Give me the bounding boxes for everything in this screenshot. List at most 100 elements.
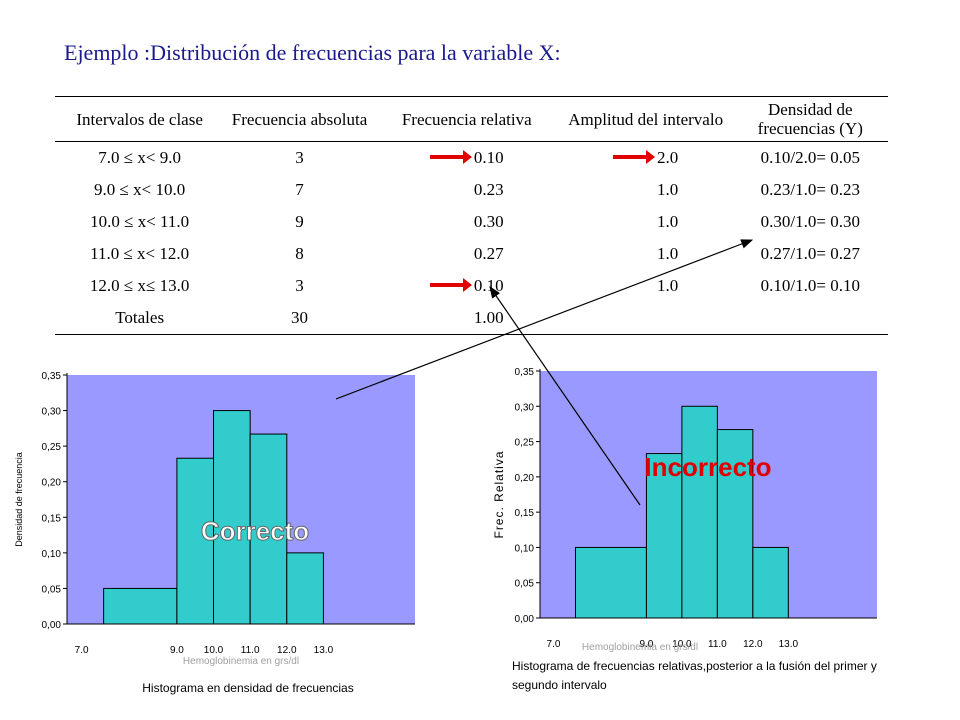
page-title: Ejemplo :Distribución de frecuencias par…	[64, 40, 561, 65]
table-row: 12.0 ≤ x≤ 13.0 3 0.10 1.0 0.10/1.0= 0.10	[55, 270, 888, 302]
table-row: 11.0 ≤ x< 12.0 8 0.27 1.0 0.27/1.0= 0.27	[55, 238, 888, 270]
header-densidad-text: Densidad de frecuencias (Y)	[757, 100, 863, 138]
totals-label-value: Totales	[115, 308, 165, 327]
header-densidad: Densidad de frecuencias (Y)	[732, 96, 888, 142]
amp-cell: 1.0	[559, 238, 733, 270]
interval-cell: 10.0 ≤ x< 11.0	[55, 206, 224, 238]
dens-cell: 0.10/1.0= 0.10	[733, 270, 888, 302]
x-tick-label: 13.0	[314, 645, 334, 656]
interval-cell-value: 7.0 ≤ x< 9.0	[98, 148, 181, 167]
x-tick-label: 12.0	[277, 645, 297, 656]
incorrecto-label: Incorrecto	[644, 452, 771, 482]
totals-abs: 30	[224, 302, 375, 335]
y-tick-label: 0,10	[42, 549, 62, 560]
empty-cell	[558, 302, 733, 335]
y-tick-label: 0,10	[515, 543, 535, 554]
y-tick-label: 0,00	[42, 620, 62, 631]
interval-cell: 9.0 ≤ x< 10.0	[55, 174, 224, 206]
histogram-bar-2-4	[716, 429, 754, 619]
y-tick-label: 0,20	[42, 478, 62, 489]
histogram-bar-1-2	[176, 457, 215, 625]
abs-cell: 8	[224, 238, 375, 270]
header-intervalos: Intervalos de clase	[55, 96, 225, 142]
amp-cell-value: 1.0	[657, 244, 679, 263]
totals-abs-value: 30	[291, 308, 309, 327]
histogram-bar-1-1	[103, 587, 178, 625]
y-tick-label: 0,00	[515, 614, 535, 625]
dens-cell-value: 0.10/2.0= 0.05	[760, 148, 860, 167]
rel-cell: 0.23	[375, 174, 559, 206]
dens-cell-value: 0.10/1.0= 0.10	[760, 276, 860, 295]
totals-rel-value: 1.00	[473, 308, 504, 327]
y-tick-label: 0,20	[515, 473, 535, 484]
totals-rel: 1.00	[374, 302, 559, 335]
totals-row: Totales 30 1.00	[55, 302, 888, 335]
x-tick-label: 13.0	[779, 639, 799, 650]
x-tick-label: 11.0	[708, 639, 727, 650]
x-tick-label: 10.0	[204, 645, 224, 656]
y-axis-label: Frec. Relativa	[492, 450, 506, 538]
abs-cell: 7	[224, 174, 375, 206]
y-tick-label: 0,15	[515, 508, 535, 519]
amp-cell-value: 2.0	[657, 148, 679, 167]
histogram-bar-1-5	[286, 552, 324, 625]
dens-cell: 0.27/1.0= 0.27	[733, 238, 888, 270]
interval-cell-value: 12.0 ≤ x≤ 13.0	[89, 276, 190, 295]
dens-cell-value: 0.23/1.0= 0.23	[760, 180, 860, 199]
abs-cell-value: 3	[295, 148, 304, 167]
abs-cell-value: 8	[295, 244, 304, 263]
y-tick-label: 0,25	[515, 438, 535, 449]
table-header-row: Intervalos de clase Frecuencia absoluta …	[55, 96, 888, 142]
x-axis-label: Hemoglobinemia en grs/dl	[582, 642, 698, 653]
interval-cell: 7.0 ≤ x< 9.0	[55, 142, 224, 175]
red-arrow-icon	[429, 278, 472, 293]
amp-cell-value: 1.0	[657, 212, 679, 231]
red-arrow-icon	[613, 150, 655, 165]
empty-cell	[732, 302, 888, 335]
abs-cell: 3	[224, 142, 375, 175]
header-amplitud: Amplitud del intervalo	[558, 96, 733, 142]
chart-caption-2-line-2: segundo intervalo	[512, 678, 607, 692]
x-tick-label: 12.0	[743, 639, 763, 650]
histogram-bar-2-1	[574, 546, 647, 619]
histogram-bar-2-2	[645, 453, 683, 619]
y-tick-label: 0,05	[42, 584, 62, 595]
table-row: 9.0 ≤ x< 10.0 7 0.23 1.0 0.23/1.0= 0.23	[55, 174, 888, 206]
amp-cell-value: 1.0	[657, 180, 679, 199]
amp-cell-value: 1.0	[657, 276, 679, 295]
amp-cell: 2.0	[559, 142, 733, 175]
dens-cell: 0.30/1.0= 0.30	[733, 206, 888, 238]
x-tick-label: 7.0	[547, 639, 561, 650]
rel-cell: 0.30	[375, 206, 559, 238]
totals-label: Totales	[55, 302, 225, 335]
rel-cell-value: 0.10	[473, 148, 504, 167]
amp-cell: 1.0	[559, 206, 733, 238]
connector-arrow-incorrecto	[489, 286, 641, 506]
dens-cell: 0.10/2.0= 0.05	[733, 142, 888, 175]
x-axis-label: Hemoglobinemia en grs/dl	[183, 656, 299, 667]
y-tick-label: 0,35	[515, 367, 535, 378]
x-tick-label: 10.0	[672, 639, 692, 650]
dens-cell: 0.23/1.0= 0.23	[733, 174, 888, 206]
amp-cell: 1.0	[559, 270, 733, 302]
frequency-table: Intervalos de clase Frecuencia absoluta …	[55, 96, 888, 335]
y-tick-label: 0,30	[42, 407, 62, 418]
x-tick-label: 9.0	[639, 639, 653, 650]
y-tick-label: 0,35	[42, 371, 62, 382]
x-tick-label: 9.0	[170, 645, 184, 656]
header-frecuencia-absoluta: Frecuencia absoluta	[224, 96, 375, 142]
histogram-bar-2-5	[752, 546, 789, 619]
abs-cell-value: 3	[295, 276, 304, 295]
red-arrow-icon	[429, 150, 472, 165]
rel-cell-value: 0.23	[473, 180, 504, 199]
header-frecuencia-relativa: Frecuencia relativa	[374, 96, 559, 142]
interval-cell-value: 11.0 ≤ x< 12.0	[90, 244, 190, 263]
interval-cell-value: 10.0 ≤ x< 11.0	[90, 212, 190, 231]
correcto-label: Correcto	[201, 516, 309, 546]
interval-cell: 12.0 ≤ x≤ 13.0	[55, 270, 224, 302]
abs-cell-value: 7	[295, 180, 304, 199]
histogram-bar-2-3	[681, 405, 718, 619]
abs-cell: 3	[224, 270, 375, 302]
chart-caption-1: Histograma en densidad de frecuencias	[142, 681, 353, 695]
